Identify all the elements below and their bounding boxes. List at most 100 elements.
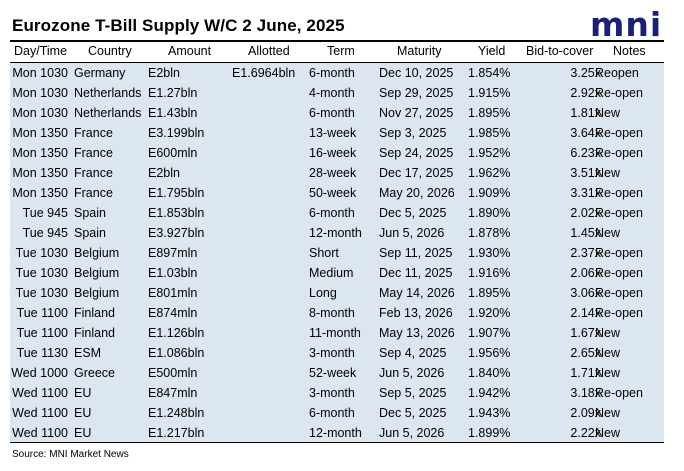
cell-yield: 1.899% bbox=[468, 426, 511, 440]
cell-yield: 1.943% bbox=[468, 406, 511, 420]
table-row: Mon 1030 Netherlands E1.27bln 4-month Sep 29… bbox=[10, 83, 664, 103]
cell-notes: Re-open bbox=[595, 206, 643, 220]
cell-term: 13-week bbox=[309, 126, 357, 140]
cell-yield: 1.962% bbox=[468, 166, 511, 180]
cell-yield: 1.952% bbox=[468, 146, 511, 160]
cell-term: 6-month bbox=[309, 66, 355, 80]
cell-yield: 1.907% bbox=[468, 326, 511, 340]
page-title: Eurozone T-Bill Supply W/C 2 June, 2025 bbox=[12, 16, 345, 35]
table-row: Tue 945 Spain E1.853bln 6-month Dec 5, 2025 1… bbox=[10, 203, 664, 223]
cell-bid-to-cover: 6.23x bbox=[570, 146, 601, 160]
table-row: Wed 1100 EU E1.248bln 6-month Dec 5, 2025 1.9… bbox=[10, 403, 664, 423]
cell-notes: New bbox=[595, 346, 621, 360]
cell-yield: 1.985% bbox=[468, 126, 511, 140]
cell-amount: E874mln bbox=[148, 306, 198, 320]
cell-maturity: Dec 11, 2025 bbox=[379, 266, 453, 280]
cell-maturity: Nov 27, 2025 bbox=[379, 106, 454, 120]
tbill-table: Mon 1030 Germany E2bln E1.6964bln 6-month Dec… bbox=[10, 63, 664, 443]
table-row: Mon 1350 France E3.199bln 13-week Sep 3, 202… bbox=[10, 123, 664, 143]
cell-yield: 1.930% bbox=[468, 246, 511, 260]
header-notes: Notes bbox=[613, 44, 646, 58]
cell-maturity: Sep 11, 2025 bbox=[379, 246, 453, 260]
cell-term: 16-week bbox=[309, 146, 357, 160]
cell-country: Belgium bbox=[74, 266, 120, 280]
cell-maturity: Sep 24, 2025 bbox=[379, 146, 454, 160]
cell-notes: New bbox=[595, 166, 621, 180]
cell-notes: Re-open bbox=[595, 306, 643, 320]
cell-term: 52-week bbox=[309, 366, 357, 380]
header-term: Term bbox=[327, 44, 355, 58]
cell-yield: 1.890% bbox=[468, 206, 511, 220]
cell-notes: Re-open bbox=[595, 246, 643, 260]
cell-yield: 1.920% bbox=[468, 306, 511, 320]
cell-maturity: Dec 17, 2025 bbox=[379, 166, 454, 180]
cell-day-time: Wed 1100 bbox=[12, 386, 68, 400]
cell-yield: 1.909% bbox=[468, 186, 511, 200]
cell-amount: E1.853bln bbox=[148, 206, 205, 220]
table-row: Tue 1100 Finland E1.126bln 11-month May 13, … bbox=[10, 323, 664, 343]
header-day-time: Day/Time bbox=[14, 44, 68, 58]
header-maturity: Maturity bbox=[397, 44, 442, 58]
cell-maturity: Jun 5, 2026 bbox=[379, 426, 445, 440]
cell-bid-to-cover: 3.18x bbox=[570, 386, 601, 400]
cell-term: 6-month bbox=[309, 406, 355, 420]
cell-amount: E1.248bln bbox=[148, 406, 205, 420]
cell-bid-to-cover: 2.09x bbox=[570, 406, 601, 420]
cell-notes: New bbox=[595, 426, 621, 440]
cell-yield: 1.956% bbox=[468, 346, 511, 360]
cell-amount: E1.217bln bbox=[148, 426, 205, 440]
header-yield: Yield bbox=[478, 44, 506, 58]
table-row: Tue 1100 Finland E874mln 8-month Feb 13, 202… bbox=[10, 303, 664, 323]
cell-bid-to-cover: 1.81x bbox=[570, 106, 601, 120]
cell-amount: E3.927bln bbox=[148, 226, 205, 240]
cell-term: 8-month bbox=[309, 306, 355, 320]
cell-maturity: Dec 5, 2025 bbox=[379, 206, 447, 220]
cell-bid-to-cover: 3.25x bbox=[570, 66, 601, 80]
table-row: Wed 1000 Greece E500mln 52-week Jun 5, 2026 1… bbox=[10, 363, 664, 383]
table-row: Mon 1350 France E2bln 28-week Dec 17, 2025 1.… bbox=[10, 163, 664, 183]
cell-country: Spain bbox=[74, 206, 106, 220]
cell-amount: E1.795bln bbox=[148, 186, 205, 200]
cell-allotted: E1.6964bln bbox=[232, 66, 296, 80]
cell-notes: New bbox=[595, 226, 621, 240]
cell-notes: New bbox=[595, 406, 621, 420]
cell-amount: E3.199bln bbox=[148, 126, 205, 140]
cell-amount: E600mln bbox=[148, 146, 198, 160]
table-row: Mon 1030 Netherlands E1.43bln 6-month Nov 27… bbox=[10, 103, 664, 123]
cell-bid-to-cover: 2.65x bbox=[570, 346, 601, 360]
cell-bid-to-cover: 3.51x bbox=[570, 166, 601, 180]
cell-country: Finland bbox=[74, 306, 115, 320]
cell-yield: 1.942% bbox=[468, 386, 511, 400]
cell-bid-to-cover: 2.92x bbox=[570, 86, 601, 100]
cell-maturity: Sep 4, 2025 bbox=[379, 346, 447, 360]
cell-maturity: Jun 5, 2026 bbox=[379, 366, 445, 380]
cell-term: 28-week bbox=[309, 166, 357, 180]
cell-bid-to-cover: 1.71x bbox=[570, 366, 601, 380]
cell-yield: 1.895% bbox=[468, 106, 511, 120]
cell-day-time: Tue 1130 bbox=[16, 346, 68, 360]
cell-notes: Re-open bbox=[595, 266, 643, 280]
cell-notes: Re-open bbox=[595, 86, 643, 100]
cell-country: France bbox=[74, 126, 113, 140]
cell-maturity: Jun 5, 2026 bbox=[379, 226, 445, 240]
cell-term: 3-month bbox=[309, 346, 355, 360]
cell-bid-to-cover: 2.06x bbox=[570, 266, 601, 280]
cell-country: ESM bbox=[74, 346, 102, 360]
cell-bid-to-cover: 3.31x bbox=[570, 186, 601, 200]
cell-day-time: Wed 1100 bbox=[12, 406, 68, 420]
cell-country: France bbox=[74, 146, 113, 160]
cell-yield: 1.895% bbox=[468, 286, 511, 300]
cell-term: 12-month bbox=[309, 226, 362, 240]
header-country: Country bbox=[88, 44, 132, 58]
cell-bid-to-cover: 1.67x bbox=[570, 326, 601, 340]
cell-term: 6-month bbox=[309, 206, 355, 220]
cell-maturity: Sep 5, 2025 bbox=[379, 386, 447, 400]
cell-day-time: Mon 1350 bbox=[12, 126, 68, 140]
cell-maturity: May 20, 2026 bbox=[379, 186, 455, 200]
table-row: Mon 1350 France E600mln 16-week Sep 24, 2025… bbox=[10, 143, 664, 163]
cell-notes: Re-open bbox=[595, 186, 643, 200]
cell-notes: Reopen bbox=[595, 66, 639, 80]
cell-maturity: Sep 3, 2025 bbox=[379, 126, 447, 140]
source-note: Source: MNI Market News bbox=[12, 449, 129, 460]
cell-amount: E2bln bbox=[148, 166, 180, 180]
